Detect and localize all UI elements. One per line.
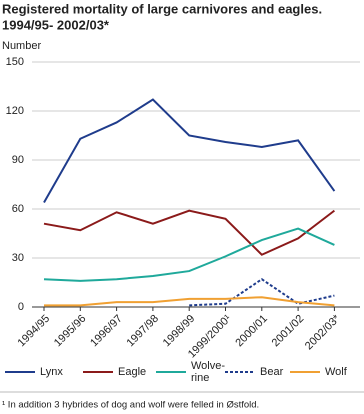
y-tick-label: 30: [12, 252, 24, 264]
x-tick-label: 1995/96: [52, 313, 89, 350]
series-line: [43, 209, 336, 256]
y-tick-label: 120: [6, 105, 24, 117]
x-tick-label: 2000/01: [233, 313, 270, 350]
x-tick-label: 1997/98: [124, 313, 161, 350]
legend-label: Wolf: [325, 366, 348, 378]
series-line: [43, 98, 336, 203]
legend-label: Eagle: [118, 366, 146, 378]
chart-title: Registered mortality of large carnivores…: [2, 1, 322, 16]
y-tick-label: 150: [6, 56, 24, 68]
legend-label: Wolve-rine: [191, 360, 225, 384]
y-tick-label: 90: [12, 154, 24, 166]
legend-label: Bear: [260, 366, 284, 378]
series-line: [43, 227, 335, 282]
x-tick-label: 2001/02: [270, 313, 307, 350]
chart-title: 1994/95- 2002/03*: [2, 17, 110, 32]
x-tick-label: 1998/99: [161, 313, 198, 350]
y-tick-label: 60: [12, 203, 24, 215]
y-tick-label: 0: [18, 301, 24, 313]
footnote: ¹ In addition 3 hybrides of dog and wolf…: [2, 400, 259, 411]
x-tick-label: 2002/03*: [303, 312, 343, 352]
x-tick-label: 1996/97: [88, 313, 125, 350]
x-tick-label: 1994/95: [16, 313, 53, 350]
series-line: [189, 278, 335, 307]
series-line: [44, 296, 335, 307]
legend-label: Lynx: [40, 366, 63, 378]
y-axis-label: Number: [2, 40, 41, 52]
